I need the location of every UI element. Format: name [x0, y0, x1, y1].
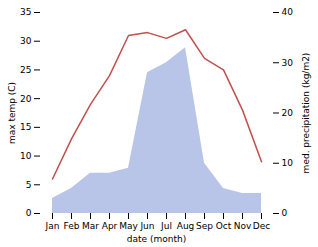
svg-text:Mar: Mar	[82, 221, 99, 231]
svg-text:15: 15	[20, 122, 31, 132]
svg-text:10: 10	[282, 158, 294, 168]
svg-text:35: 35	[20, 7, 31, 17]
svg-text:date (month): date (month)	[127, 234, 186, 244]
svg-text:10: 10	[20, 151, 32, 161]
svg-text:40: 40	[282, 7, 294, 17]
svg-text:Aug: Aug	[177, 221, 195, 231]
svg-text:max temp (C): max temp (C)	[7, 82, 17, 144]
svg-text:30: 30	[20, 36, 32, 46]
svg-text:May: May	[119, 221, 138, 231]
svg-text:Sep: Sep	[196, 221, 213, 231]
svg-text:Apr: Apr	[102, 221, 118, 231]
svg-text:Jul: Jul	[160, 221, 172, 231]
svg-text:med. precipitation (kg/m2): med. precipitation (kg/m2)	[301, 53, 311, 174]
svg-text:20: 20	[20, 94, 32, 104]
svg-text:Feb: Feb	[64, 221, 80, 231]
svg-text:Jun: Jun	[139, 221, 154, 231]
svg-text:5: 5	[26, 180, 32, 190]
svg-text:25: 25	[20, 65, 31, 75]
svg-text:20: 20	[282, 108, 294, 118]
svg-text:0: 0	[282, 208, 288, 218]
svg-text:30: 30	[282, 58, 294, 68]
svg-text:Dec: Dec	[253, 221, 270, 231]
svg-text:Nov: Nov	[234, 221, 252, 231]
svg-text:0: 0	[26, 208, 32, 218]
svg-text:Oct: Oct	[216, 221, 232, 231]
svg-text:Jan: Jan	[45, 221, 60, 231]
